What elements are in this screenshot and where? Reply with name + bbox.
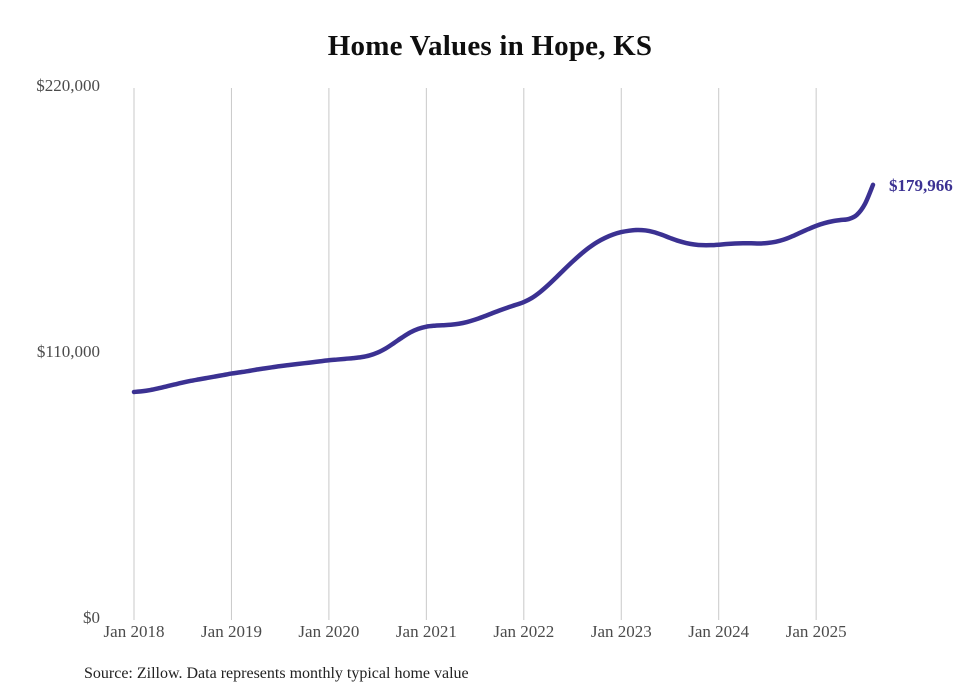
x-axis-tick-label: Jan 2022 [493,622,555,641]
x-axis-tick-label: Jan 2023 [590,622,652,641]
x-axis-tick-label: Jan 2020 [298,622,360,641]
source-note: Source: Zillow. Data represents monthly … [84,665,469,682]
gridlines [133,88,817,620]
y-axis-tick-top: $220,000 [36,76,100,95]
end-value-annotation: $179,966 [889,175,953,195]
y-axis-tick-mid: $110,000 [36,342,100,361]
x-axis-tick-label: Jan 2018 [103,622,165,641]
y-axis-tick-zero: $0 [83,608,100,627]
x-axis-tick-label: Jan 2024 [688,622,750,641]
home-value-line [131,182,876,395]
x-axis-tick-label: Jan 2021 [395,622,457,641]
chart-title: Home Values in Hope, KS [327,30,653,62]
x-axis-tick-label: Jan 2025 [785,622,847,641]
x-axis-tick-label: Jan 2019 [201,622,262,641]
